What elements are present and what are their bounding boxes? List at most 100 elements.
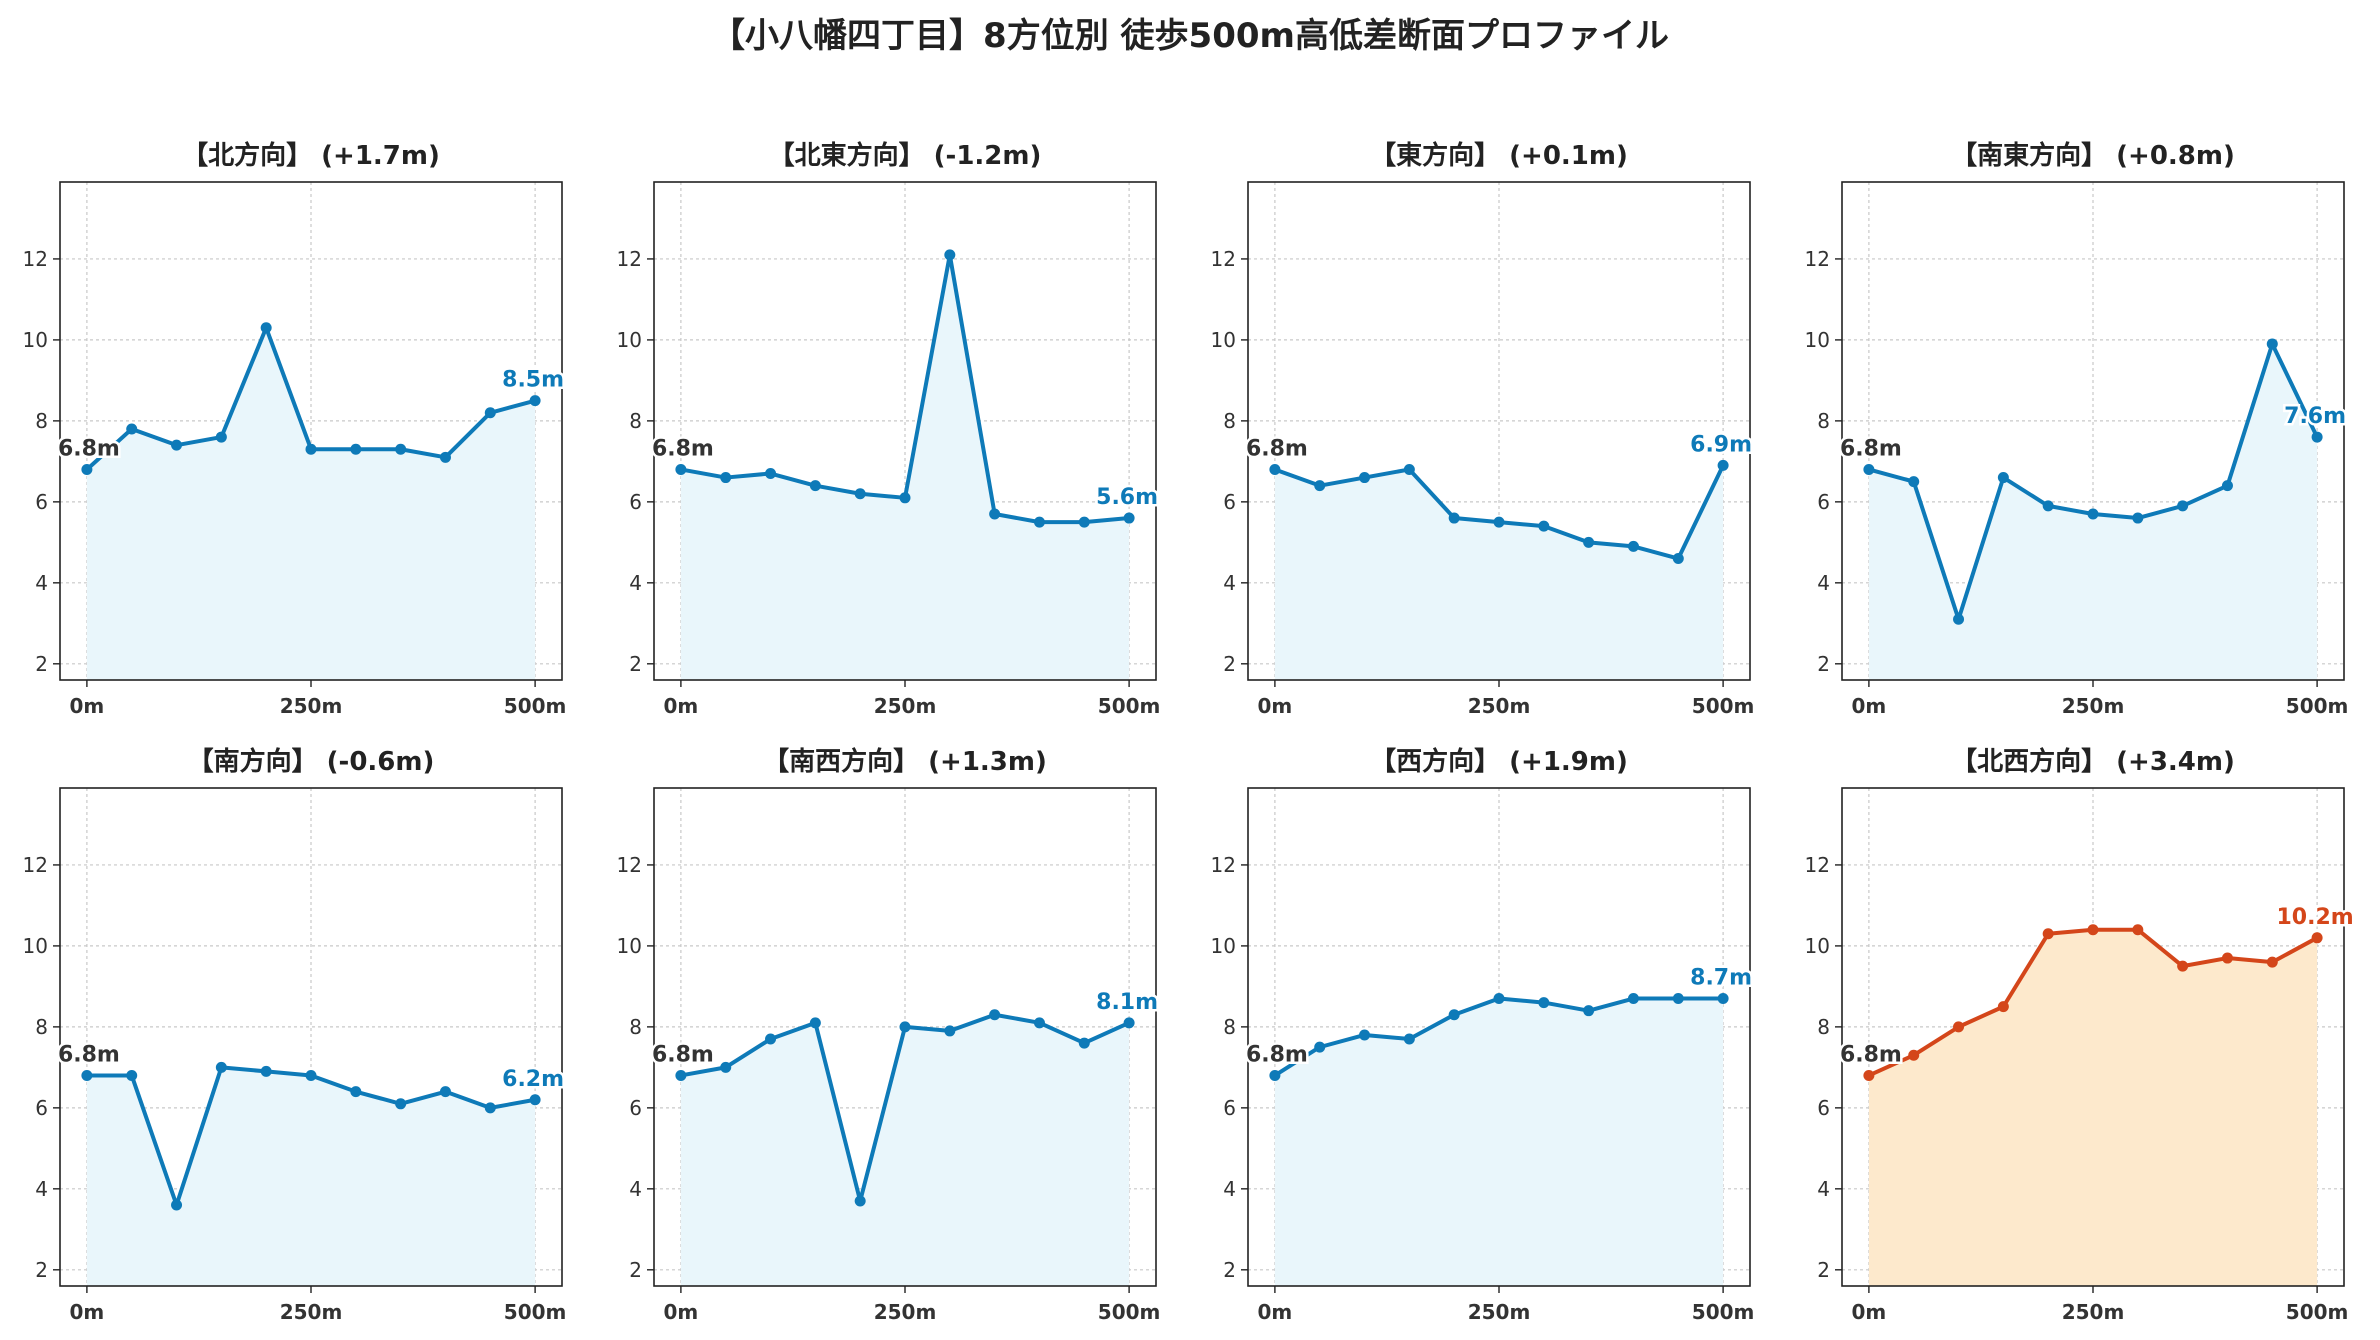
- x-tick-label: 0m: [1852, 1300, 1887, 1324]
- data-point: [989, 1009, 1001, 1021]
- panel-8: 【北西方向】 (+3.4m) 2 4 6 8 10 12 0m 250m 500m 6.8m 10.2…: [1805, 746, 2357, 1324]
- data-point: [260, 322, 272, 334]
- y-tick-label: 12: [617, 247, 642, 271]
- y-tick-label: 8: [35, 1015, 48, 1039]
- x-tick-label: 500m: [2286, 1300, 2349, 1324]
- data-point: [2132, 512, 2144, 524]
- y-tick-label: 2: [1817, 1258, 1830, 1282]
- y-tick-label: 12: [23, 853, 48, 877]
- data-point: [809, 1017, 821, 1029]
- x-tick-label: 0m: [70, 694, 105, 718]
- data-point: [215, 1061, 227, 1073]
- y-tick-label: 10: [23, 934, 48, 958]
- data-point: [2266, 956, 2278, 968]
- y-tick-label: 10: [1211, 934, 1236, 958]
- data-point: [765, 1033, 777, 1045]
- data-point: [1123, 1017, 1135, 1029]
- y-tick-label: 10: [23, 328, 48, 352]
- data-point: [1863, 463, 1875, 475]
- data-point: [529, 1094, 541, 1106]
- data-point: [1269, 1069, 1281, 1081]
- y-tick-label: 12: [1211, 853, 1236, 877]
- y-tick-label: 2: [1223, 1258, 1236, 1282]
- data-point: [720, 472, 732, 484]
- data-point: [1583, 1005, 1595, 1017]
- panel-title: 【東方向】 (+0.1m): [1370, 140, 1628, 171]
- x-tick-label: 250m: [2062, 694, 2125, 718]
- series-area: [1274, 465, 1724, 680]
- data-point: [2132, 924, 2144, 936]
- y-tick-label: 4: [629, 1177, 642, 1201]
- end-value-label: 6.2m: [502, 1067, 564, 1092]
- data-point: [1314, 480, 1326, 492]
- y-tick-label: 4: [35, 1177, 48, 1201]
- panel-title: 【北西方向】 (+3.4m): [1951, 746, 2235, 777]
- start-value-label: 6.8m: [1246, 436, 1308, 461]
- data-point: [1908, 1049, 1920, 1061]
- data-point: [1403, 1033, 1415, 1045]
- y-tick-label: 2: [629, 652, 642, 676]
- data-point: [1717, 993, 1729, 1005]
- series-area: [680, 1014, 1130, 1286]
- data-point: [1033, 1017, 1045, 1029]
- panel-3: 【東方向】 (+0.1m) 2 4 6 8 10 12 0m 250m 500m 6.8m 6.9m: [1211, 140, 1755, 718]
- y-tick-label: 8: [629, 1015, 642, 1039]
- series-area: [1868, 929, 2318, 1286]
- data-point: [899, 1021, 911, 1033]
- y-tick-label: 10: [1805, 328, 1830, 352]
- y-tick-label: 12: [617, 853, 642, 877]
- x-tick-label: 0m: [664, 694, 699, 718]
- y-tick-label: 8: [1223, 409, 1236, 433]
- y-tick-label: 6: [629, 490, 642, 514]
- x-tick-label: 250m: [874, 694, 937, 718]
- y-tick-label: 6: [35, 1096, 48, 1120]
- y-tick-label: 2: [1223, 652, 1236, 676]
- data-point: [675, 1069, 687, 1081]
- series-area: [86, 327, 536, 680]
- start-value-label: 6.8m: [58, 1042, 120, 1067]
- data-point: [2042, 500, 2054, 512]
- data-point: [1448, 512, 1460, 524]
- y-tick-label: 2: [1817, 652, 1830, 676]
- data-point: [989, 508, 1001, 520]
- end-value-label: 8.1m: [1096, 990, 1158, 1015]
- data-point: [720, 1061, 732, 1073]
- data-point: [2311, 932, 2323, 944]
- data-point: [305, 443, 317, 455]
- y-tick-label: 2: [35, 652, 48, 676]
- data-point: [350, 1086, 362, 1098]
- panel-2: 【北東方向】 (-1.2m) 2 4 6 8 10 12 0m 250m 500m 6.8m 5.6m: [617, 140, 1161, 718]
- data-point: [484, 1102, 496, 1114]
- data-point: [854, 488, 866, 500]
- y-tick-label: 8: [1223, 1015, 1236, 1039]
- data-point: [1863, 1069, 1875, 1081]
- panel-5: 【南方向】 (-0.6m) 2 4 6 8 10 12 0m 250m 500m 6.8m 6.2m: [23, 746, 567, 1324]
- data-point: [675, 463, 687, 475]
- data-point: [854, 1195, 866, 1207]
- x-tick-label: 250m: [1468, 1300, 1531, 1324]
- end-value-label: 6.9m: [1690, 432, 1752, 457]
- y-tick-label: 4: [35, 571, 48, 595]
- data-point: [2177, 500, 2189, 512]
- end-value-label: 8.5m: [502, 368, 564, 393]
- x-tick-label: 500m: [1692, 1300, 1755, 1324]
- data-point: [1359, 1029, 1371, 1041]
- start-value-label: 6.8m: [652, 436, 714, 461]
- data-point: [171, 439, 183, 451]
- data-point: [2221, 952, 2233, 964]
- y-tick-label: 2: [629, 1258, 642, 1282]
- x-tick-label: 0m: [1258, 1300, 1293, 1324]
- y-tick-label: 4: [629, 571, 642, 595]
- panel-6: 【南西方向】 (+1.3m) 2 4 6 8 10 12 0m 250m 500m 6.8m 8.1m: [617, 746, 1161, 1324]
- data-point: [171, 1199, 183, 1211]
- y-tick-label: 12: [1805, 247, 1830, 271]
- data-point: [1717, 459, 1729, 471]
- end-value-label: 8.7m: [1690, 966, 1752, 991]
- data-point: [2266, 338, 2278, 350]
- y-tick-label: 12: [1211, 247, 1236, 271]
- end-value-label: 7.6m: [2284, 404, 2346, 429]
- start-value-label: 6.8m: [1840, 436, 1902, 461]
- panel-title: 【北東方向】 (-1.2m): [769, 140, 1042, 171]
- data-point: [765, 468, 777, 480]
- page-title: 【小八幡四丁目】8方位別 徒歩500m高低差断面プロファイル: [711, 16, 1669, 56]
